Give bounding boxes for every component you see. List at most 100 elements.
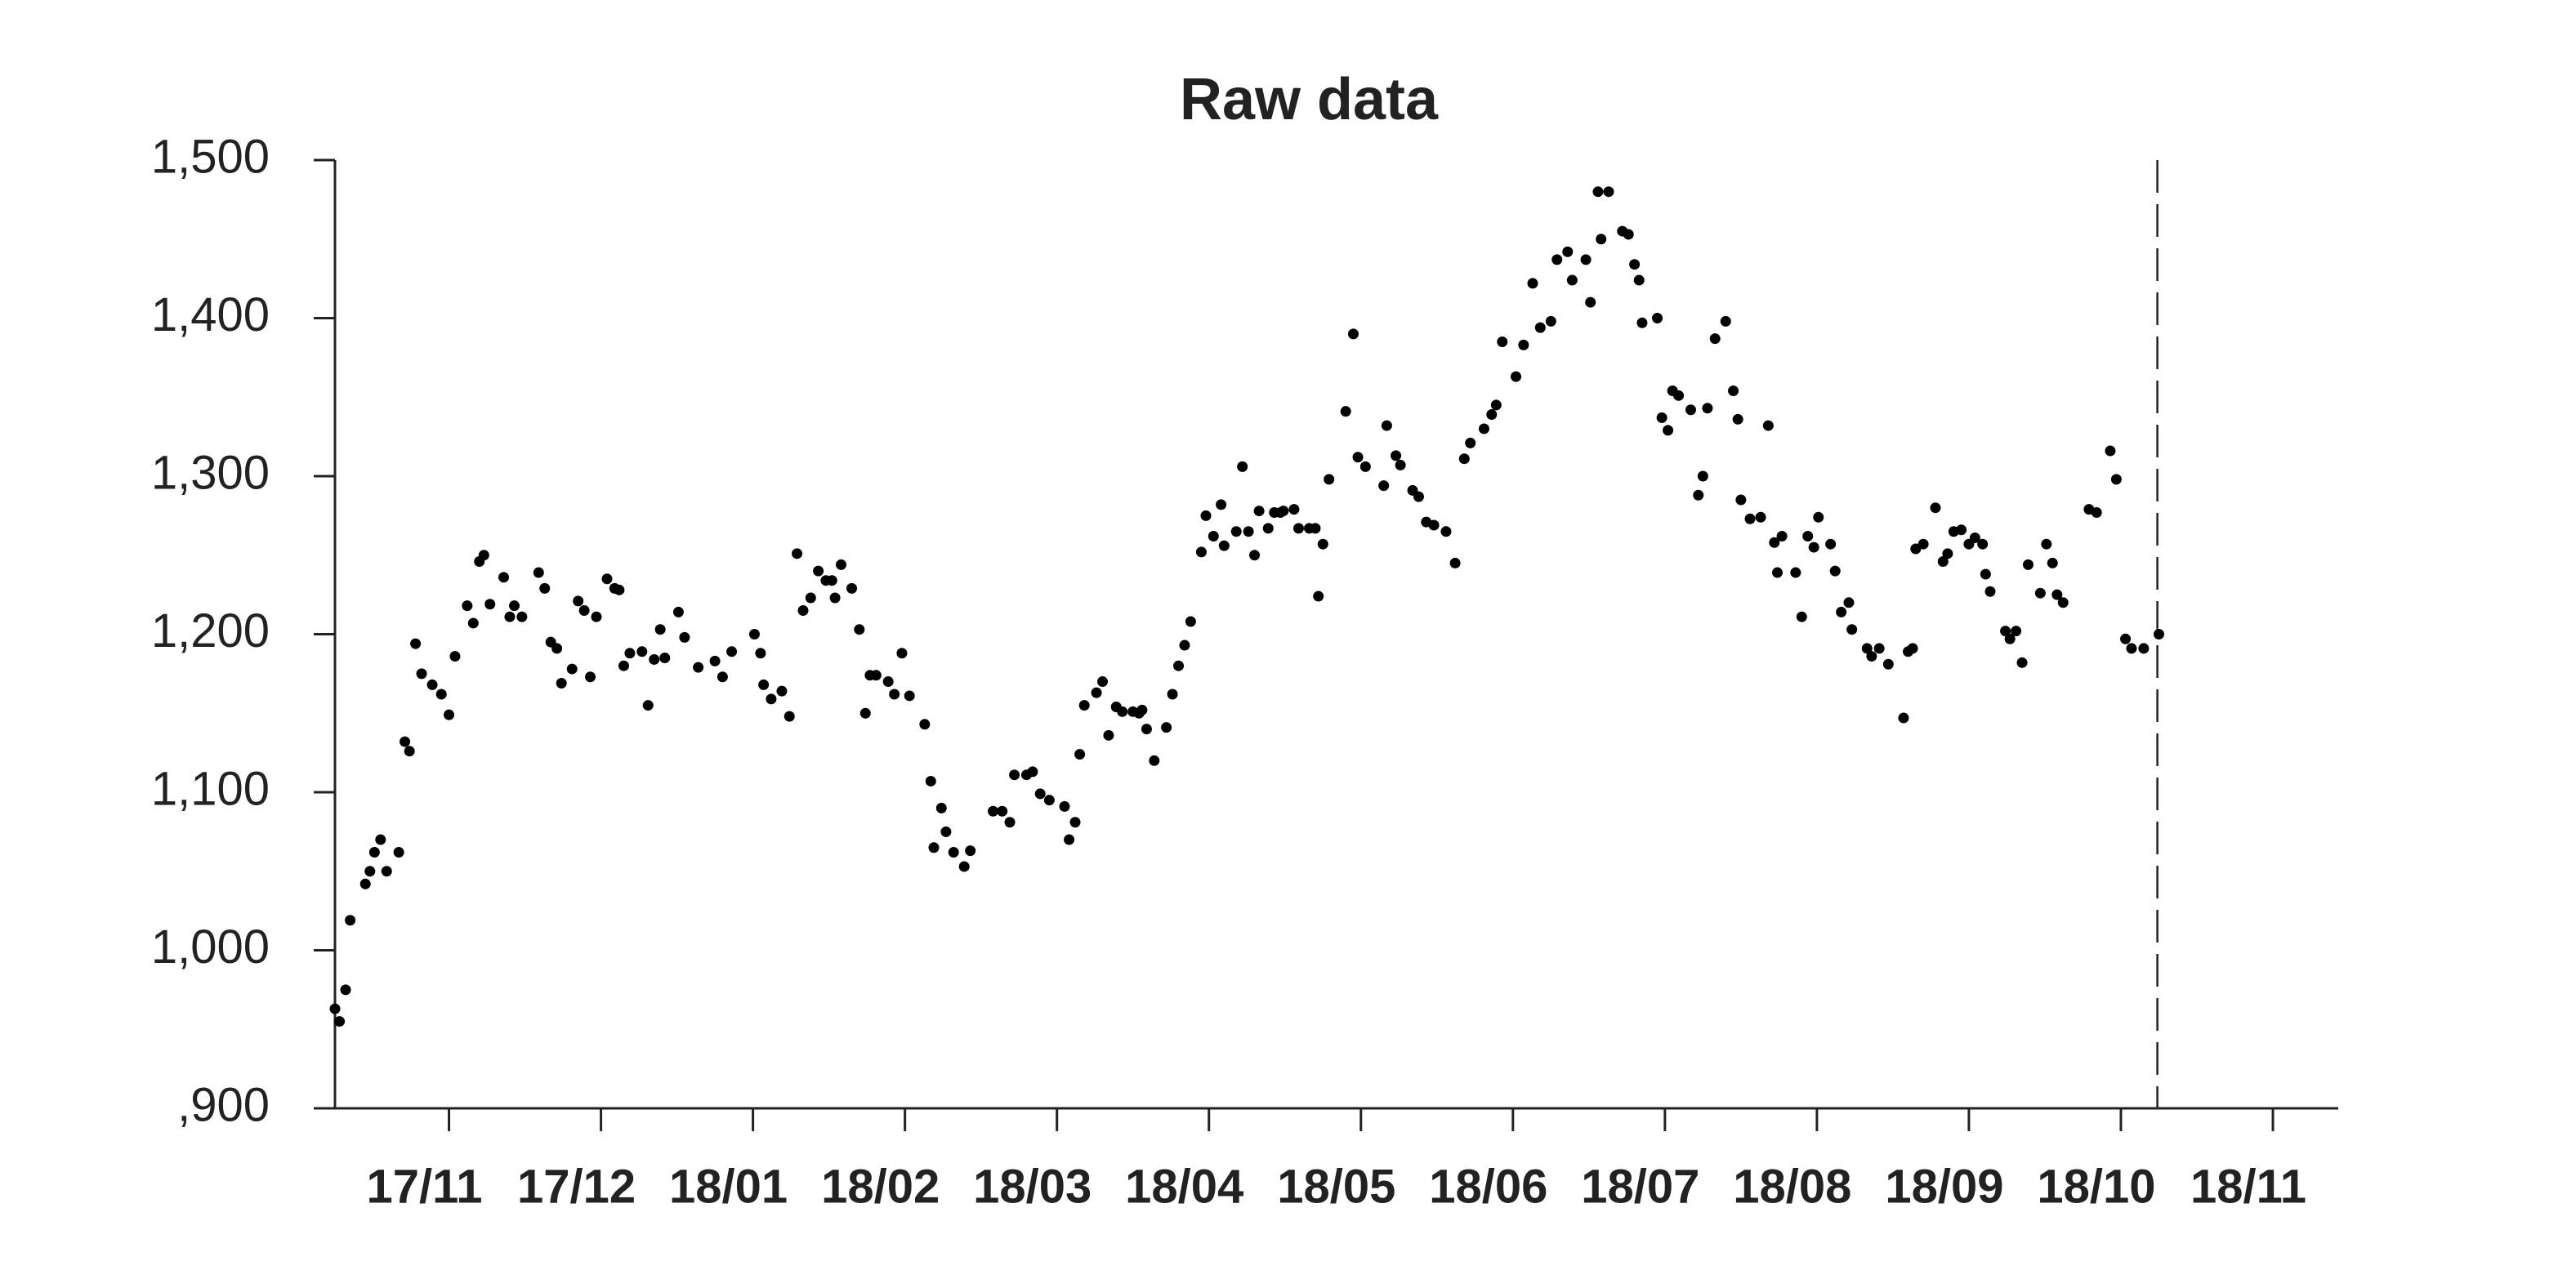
point [1497,336,1508,348]
point [1195,546,1207,558]
x-tick-label: 18/03 [973,1160,1092,1213]
point [1796,611,1807,622]
y-tick-label: 1,200 [151,604,270,657]
point [1769,537,1780,548]
point [1091,687,1102,698]
point [1629,259,1641,270]
point [1585,296,1596,308]
point [416,668,427,680]
point [1980,568,1991,580]
point [340,984,351,996]
point [1709,333,1721,345]
point [556,677,567,689]
point [1663,425,1674,436]
point [1652,313,1663,323]
point [1580,254,1592,265]
point [2105,445,2116,457]
point [1917,538,1929,550]
point [1237,461,1248,472]
x-tick-label: 18/02 [821,1160,940,1213]
point [896,648,908,659]
point [498,572,510,583]
point [854,624,865,635]
point [1744,513,1756,524]
point [1179,640,1190,651]
point [1633,274,1645,286]
point [1391,450,1402,461]
point [2120,633,2132,644]
point [504,611,516,622]
point [1829,565,1841,577]
point [618,660,629,671]
point [928,842,940,853]
point [1034,788,1046,800]
point [404,746,415,757]
point [948,847,959,858]
point [364,866,376,877]
y-tick-label: 1,100 [151,762,270,815]
point [1790,567,1801,578]
point [1292,523,1304,534]
point [467,617,479,629]
point [1702,403,1713,414]
y-tick-label: ,900 [177,1078,270,1131]
point [1720,315,1731,327]
x-tick-label: 17/12 [517,1160,636,1213]
point [1732,413,1743,425]
y-tick-label: 1,000 [151,920,270,974]
point [484,599,496,610]
x-tick-label: 18/06 [1429,1160,1547,1213]
point [1440,526,1452,537]
point [679,631,690,643]
point [709,655,721,666]
point [1313,591,1324,602]
point [1069,817,1081,828]
point [1802,531,1814,542]
point [1685,404,1696,416]
point [624,648,636,659]
point [1825,538,1837,550]
point [882,676,894,688]
point [1449,557,1461,568]
point [1873,643,1885,654]
point [410,638,422,649]
point [1566,274,1578,286]
point [478,550,489,561]
point [2000,626,2011,637]
point [1562,246,1574,257]
point [1395,459,1406,470]
x-tick-label: 18/07 [1581,1160,1699,1213]
point [649,653,660,665]
point [345,915,356,926]
point [758,679,770,690]
point [1064,834,1075,845]
point [533,567,544,578]
point [551,643,563,654]
point [1185,616,1196,627]
point [1551,254,1563,265]
point [1603,186,1614,198]
point [1059,800,1070,812]
point [1278,506,1289,517]
point [1969,532,1980,543]
point [693,662,704,673]
point [1776,531,1788,542]
x-tick-label: 18/10 [2037,1160,2155,1213]
point [1596,234,1607,245]
point [826,575,837,586]
point [940,826,952,837]
point [2016,657,2028,668]
point [935,802,947,813]
point [919,719,931,730]
point [1043,795,1055,806]
point [368,847,380,858]
point [2051,589,2063,600]
point [585,671,596,683]
point [1592,186,1604,198]
y-tick-label: 1,500 [151,130,270,183]
chart-title: Raw data [1180,67,1439,132]
point [1103,729,1114,741]
point [1340,406,1351,417]
x-tick-label: 18/01 [669,1160,788,1213]
point [444,709,455,720]
